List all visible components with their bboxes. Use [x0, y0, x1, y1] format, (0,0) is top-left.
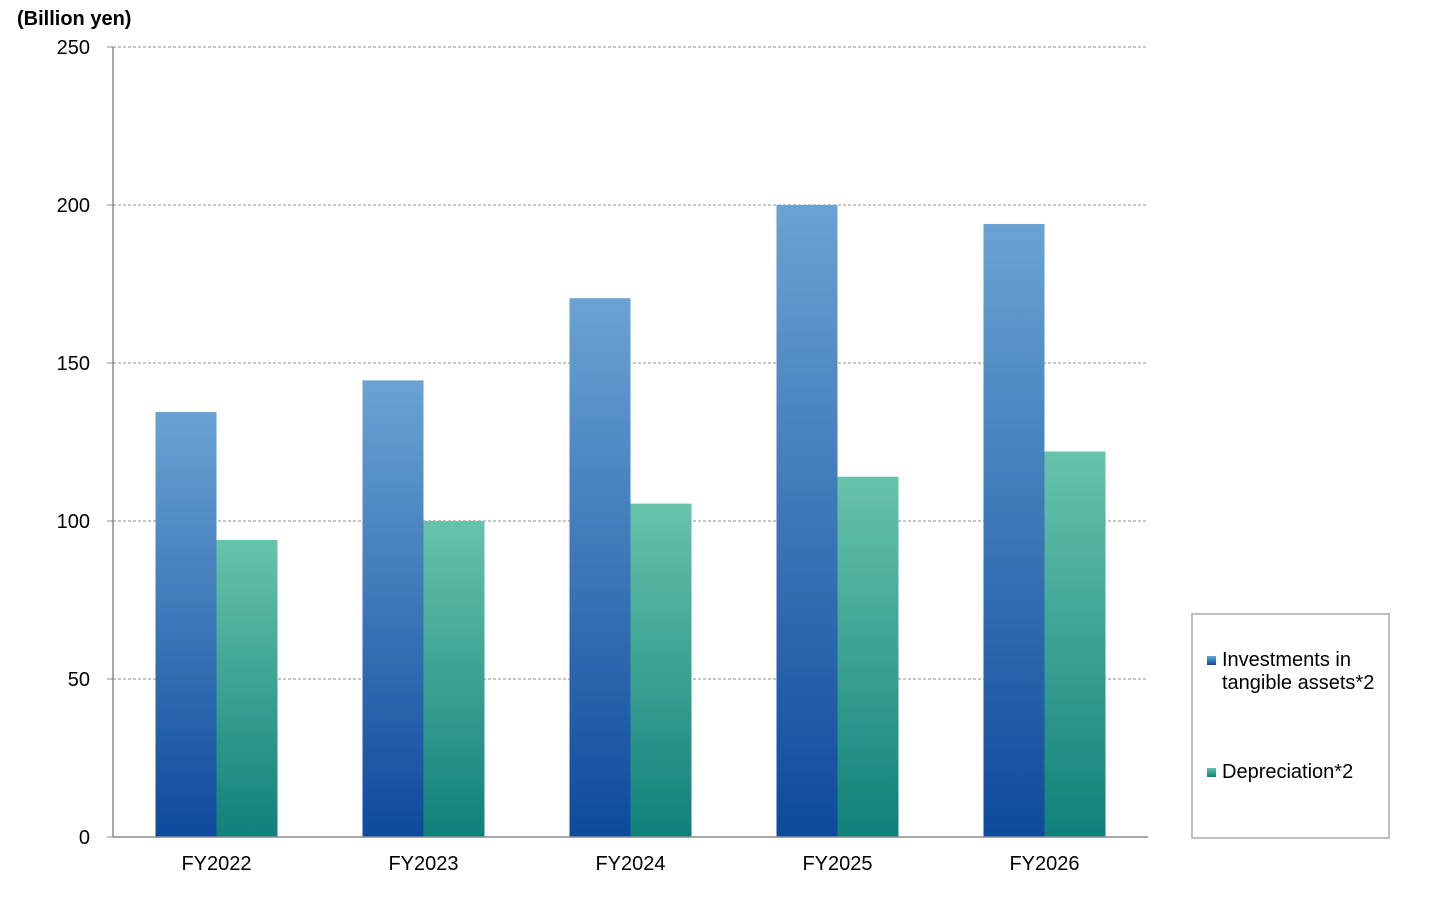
bar-depreciation-fy2023: [423, 521, 485, 837]
x-tick-label-fy2025: FY2025: [802, 853, 872, 875]
y-tick-label-100: 100: [57, 511, 90, 533]
bar-depreciation-fy2025: [837, 476, 899, 837]
y-tick-label-0: 0: [79, 827, 90, 849]
x-tick-label-fy2026: FY2026: [1009, 853, 1079, 875]
legend-swatch-depreciation: [1207, 768, 1216, 777]
axes: [112, 47, 1148, 838]
x-tick-label-fy2023: FY2023: [388, 853, 458, 875]
y-tick-label-50: 50: [68, 669, 90, 691]
bars: [155, 205, 1106, 838]
legend: Investments in tangible assets*2 Depreci…: [1191, 613, 1390, 839]
bar-investments-fy2024: [569, 298, 631, 838]
y-tick-label-200: 200: [57, 195, 90, 217]
x-tick-label-fy2024: FY2024: [595, 853, 665, 875]
bar-investments-fy2023: [362, 380, 424, 837]
legend-item-investments: Investments in tangible assets*2: [1207, 649, 1387, 695]
legend-label-depreciation: Depreciation*2: [1222, 761, 1354, 783]
y-tick-label-250: 250: [57, 37, 90, 59]
x-axis-labels: FY2022 FY2023 FY2024 FY2025 FY2026: [181, 853, 1079, 875]
bar-depreciation-fy2024: [630, 503, 692, 837]
bar-investments-fy2022: [155, 411, 217, 837]
bar-investments-fy2025: [776, 205, 838, 837]
legend-item-depreciation: Depreciation*2: [1207, 761, 1387, 784]
y-axis-unit-label: (Billion yen): [17, 8, 131, 30]
legend-swatch-investments: [1207, 656, 1216, 665]
y-axis-ticks: 0 50 100 150 200 250: [57, 37, 113, 849]
y-tick-label-150: 150: [57, 353, 90, 375]
bar-depreciation-fy2026: [1044, 451, 1106, 837]
legend-label-investments: Investments in tangible assets*2: [1222, 649, 1375, 694]
x-tick-label-fy2022: FY2022: [181, 853, 251, 875]
bar-depreciation-fy2022: [216, 539, 278, 837]
bar-investments-fy2026: [983, 223, 1045, 837]
